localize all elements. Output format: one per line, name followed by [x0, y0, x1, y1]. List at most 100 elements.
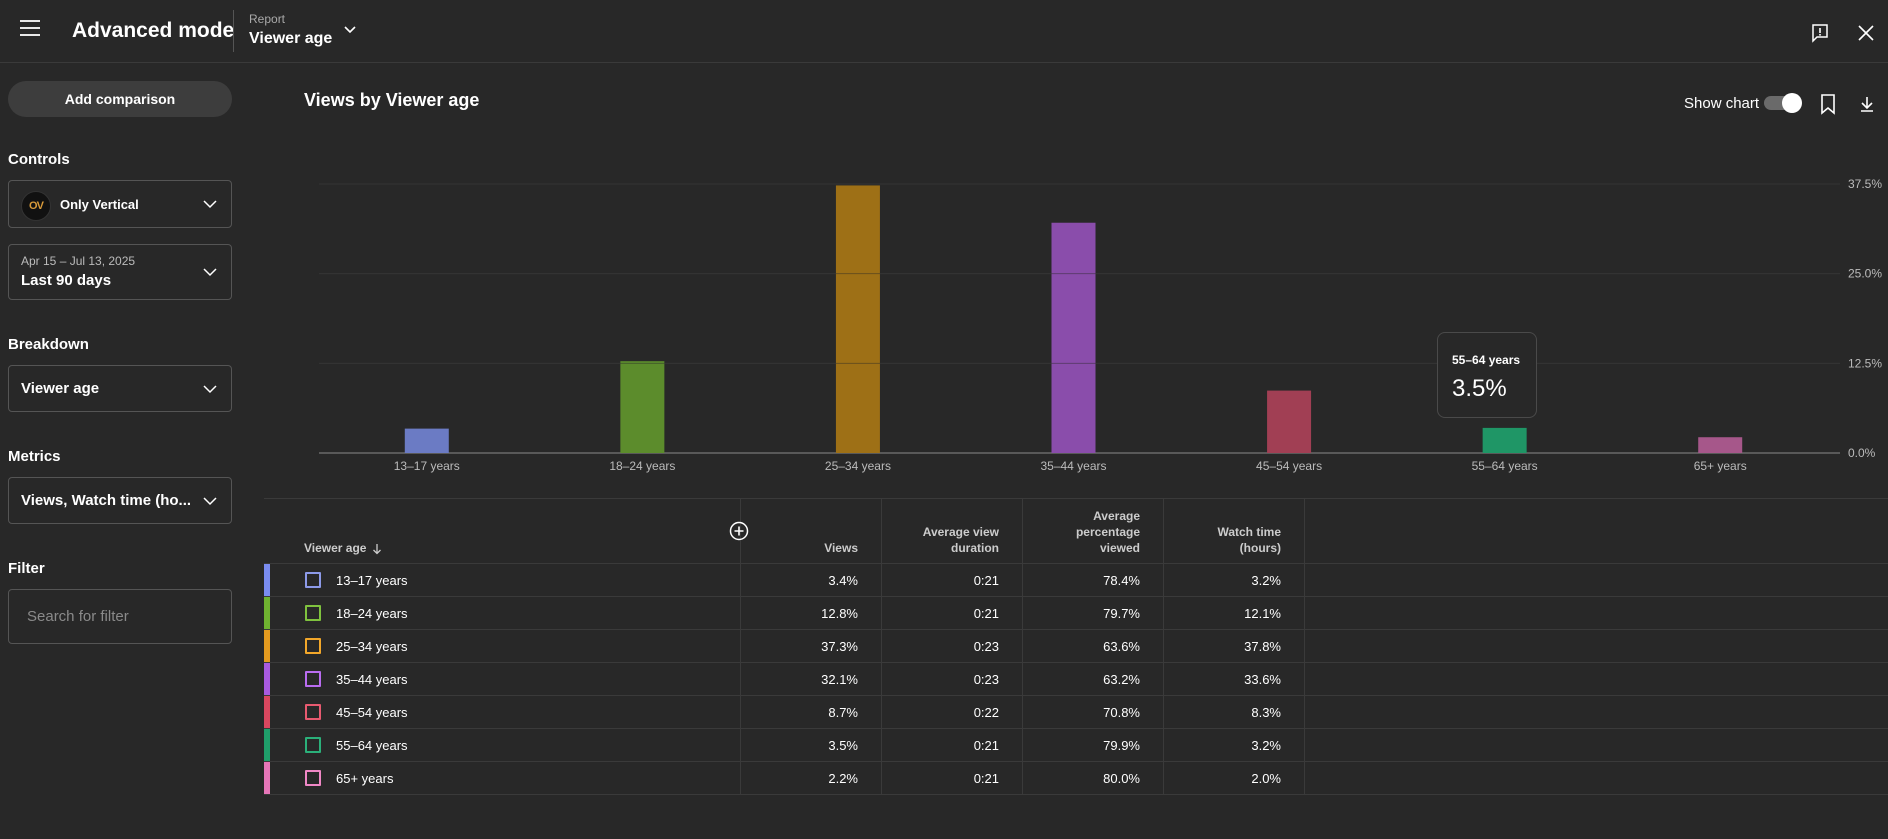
- tooltip-value: 3.5%: [1452, 375, 1507, 402]
- bar[interactable]: [404, 428, 449, 453]
- row-checkbox[interactable]: [305, 737, 321, 753]
- row-checkbox[interactable]: [305, 671, 321, 687]
- bar[interactable]: [1482, 427, 1527, 453]
- cell-wt: 37.8%: [1244, 639, 1281, 654]
- close-icon[interactable]: [1856, 23, 1876, 43]
- table-row[interactable]: 13–17 years 3.4% 0:21 78.4% 3.2%: [264, 563, 1888, 597]
- chevron-down-icon[interactable]: [342, 22, 358, 38]
- channel-avatar: OV: [21, 191, 51, 221]
- channel-name: Only Vertical: [60, 197, 139, 212]
- row-label: 55–64 years: [336, 738, 408, 753]
- bar[interactable]: [620, 361, 665, 453]
- column-header-wt-line1: Watch time: [1217, 525, 1281, 539]
- row-checkbox[interactable]: [305, 770, 321, 786]
- column-header-apv-line2: percentage: [1075, 525, 1140, 539]
- cell-apv: 70.8%: [1103, 705, 1140, 720]
- row-checkbox[interactable]: [305, 704, 321, 720]
- y-tick-label: 37.5%: [1848, 177, 1882, 191]
- download-icon[interactable]: [1857, 94, 1877, 114]
- table-row[interactable]: 35–44 years 32.1% 0:23 63.2% 33.6%: [264, 662, 1888, 696]
- chevron-down-icon: [203, 384, 217, 393]
- chart-title: Views by Viewer age: [304, 90, 480, 110]
- show-chart-toggle[interactable]: [1764, 93, 1802, 113]
- column-header-avd-line1: Average view: [922, 525, 999, 539]
- date-preset-text: Last 90 days: [21, 272, 112, 289]
- report-selector[interactable]: Viewer age: [249, 30, 333, 47]
- x-tick-label: 35–44 years: [1040, 459, 1106, 473]
- row-color-bar: [264, 630, 270, 663]
- bookmark-icon[interactable]: [1818, 93, 1838, 115]
- column-header-viewer-age[interactable]: Viewer age: [304, 540, 382, 556]
- column-header-avd-line2: duration: [951, 541, 999, 555]
- column-header-viewer-age-label: Viewer age: [304, 541, 367, 555]
- cell-wt: 12.1%: [1244, 606, 1281, 621]
- sort-down-icon[interactable]: [372, 543, 382, 555]
- column-divider: [1304, 499, 1305, 795]
- add-comparison-button[interactable]: Add comparison: [8, 81, 232, 117]
- x-tick-label: 25–34 years: [825, 459, 891, 473]
- date-range-selector[interactable]: Apr 15 – Jul 13, 2025 Last 90 days: [8, 244, 232, 300]
- bar[interactable]: [1267, 390, 1312, 453]
- bar[interactable]: [835, 185, 880, 453]
- row-color-bar: [264, 696, 270, 729]
- column-header-views[interactable]: Views: [824, 541, 858, 555]
- add-column-icon[interactable]: [729, 521, 749, 541]
- feedback-icon[interactable]: [1810, 23, 1830, 43]
- cell-views: 3.5%: [828, 738, 858, 753]
- chevron-down-icon: [203, 268, 217, 277]
- cell-views: 2.2%: [828, 771, 858, 786]
- column-header-apv-line1: Average: [1093, 509, 1140, 523]
- row-label: 35–44 years: [336, 672, 408, 687]
- show-chart-label: Show chart: [1684, 95, 1760, 112]
- table-row[interactable]: 18–24 years 12.8% 0:21 79.7% 12.1%: [264, 596, 1888, 630]
- filter-search-input[interactable]: [8, 589, 232, 644]
- column-header-avd[interactable]: Average view duration: [885, 524, 999, 556]
- row-checkbox[interactable]: [305, 605, 321, 621]
- metrics-selector[interactable]: Views, Watch time (ho...: [8, 477, 232, 524]
- cell-wt: 3.2%: [1251, 738, 1281, 753]
- row-checkbox[interactable]: [305, 572, 321, 588]
- x-tick-label: 55–64 years: [1472, 459, 1538, 473]
- filter-label: Filter: [8, 560, 45, 577]
- cell-views: 8.7%: [828, 705, 858, 720]
- cell-views: 12.8%: [821, 606, 858, 621]
- views-bar-chart: 0.0% 12.5% 25.0% 37.5% 13–17 years 18–24 year…: [319, 177, 1882, 473]
- row-label: 18–24 years: [336, 606, 408, 621]
- row-color-bar: [264, 729, 270, 762]
- data-table: Viewer age Views Average view duration A…: [264, 498, 1888, 795]
- menu-icon[interactable]: [20, 20, 40, 36]
- controls-label: Controls: [8, 151, 70, 168]
- cell-avd: 0:21: [973, 573, 999, 588]
- y-tick-label: 25.0%: [1848, 267, 1882, 281]
- table-row[interactable]: 25–34 years 37.3% 0:23 63.6% 37.8%: [264, 629, 1888, 663]
- column-header-watch-time[interactable]: Watch time (hours): [1167, 524, 1281, 556]
- column-header-wt-line2: (hours): [1239, 541, 1281, 555]
- row-color-bar: [264, 564, 270, 597]
- bar[interactable]: [1698, 437, 1743, 453]
- table-row[interactable]: 65+ years 2.2% 0:21 80.0% 2.0%: [264, 761, 1888, 795]
- breakdown-selector[interactable]: Viewer age: [8, 365, 232, 412]
- cell-views: 32.1%: [821, 672, 858, 687]
- cell-wt: 8.3%: [1251, 705, 1281, 720]
- cell-avd: 0:21: [973, 606, 999, 621]
- chevron-down-icon: [203, 200, 217, 209]
- x-tick-label: 65+ years: [1694, 459, 1747, 473]
- top-bar: Advanced mode Report Viewer age: [0, 0, 1888, 63]
- cell-apv: 80.0%: [1103, 771, 1140, 786]
- column-header-apv[interactable]: Average percentage viewed: [1026, 508, 1140, 556]
- row-checkbox[interactable]: [305, 638, 321, 654]
- row-color-bar: [264, 762, 270, 795]
- app-title: Advanced mode: [72, 19, 235, 42]
- cell-apv: 63.2%: [1103, 672, 1140, 687]
- table-row[interactable]: 45–54 years 8.7% 0:22 70.8% 8.3%: [264, 695, 1888, 729]
- table-row[interactable]: 55–64 years 3.5% 0:21 79.9% 3.2%: [264, 728, 1888, 762]
- row-label: 13–17 years: [336, 573, 408, 588]
- bar[interactable]: [1051, 222, 1096, 453]
- row-color-bar: [264, 663, 270, 696]
- cell-avd: 0:22: [973, 705, 999, 720]
- cell-views: 3.4%: [828, 573, 858, 588]
- cell-wt: 3.2%: [1251, 573, 1281, 588]
- channel-selector[interactable]: OV Only Vertical: [8, 180, 232, 228]
- chevron-down-icon: [203, 496, 217, 505]
- metrics-value: Views, Watch time (ho...: [21, 491, 192, 509]
